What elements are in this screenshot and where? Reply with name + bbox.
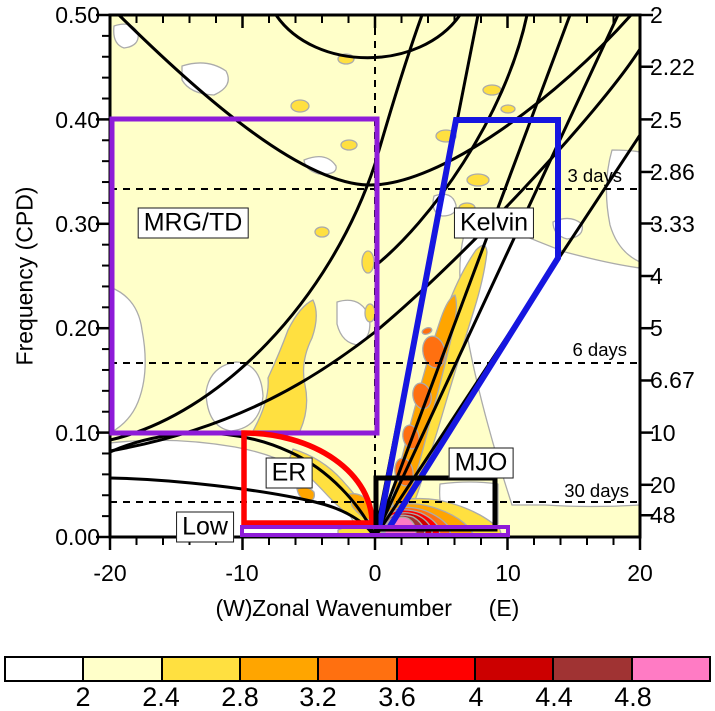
colorbar-label-3.2: 3.2 [299,682,337,711]
period-tick-2.86: 2.86 [650,159,695,185]
colorbar-cell-2.8 [238,658,318,680]
er-h8-curve [110,476,376,537]
kelvin-filter-polygon [375,117,561,531]
period-tick-48: 48 [650,502,676,528]
eig-h25-curve [374,15,529,268]
mjo-region-label: MJO [448,447,514,479]
colorbar-cell-over-4.8 [630,658,709,680]
colorbar-cell-2 [82,658,161,680]
axis-ticks [96,13,653,550]
y-tick-0.50: 0.50 [55,2,100,28]
contour-field [110,15,640,537]
spectrum-plot [96,13,653,550]
er-filter-outline [241,430,375,526]
colorbar-cell-3.6 [395,658,474,680]
colorbar-label-2.8: 2.8 [221,682,259,711]
colorbar-label-2.4: 2.4 [142,682,180,711]
y-tick-0.40: 0.40 [55,107,100,133]
colorbar-label-3.6: 3.6 [378,682,416,711]
low-region-label: Low [176,511,234,543]
low-filter-bar [240,525,510,537]
period-tick-2.5: 2.5 [650,107,682,133]
period-tick-6.67: 6.67 [650,367,695,393]
y-tick-0.00: 0.00 [55,524,100,550]
label-3-days: 3 days [567,165,622,186]
kelvin-h12-line [373,15,620,537]
x-tick-10: 10 [495,560,521,586]
kelvin-h25-line [373,15,572,537]
kelvin-region-label: Kelvin [453,207,535,239]
colorbar-label-4: 4 [468,682,484,711]
label-30-days: 30 days [564,480,629,501]
mrgtd-region-label: MRG/TD [137,207,249,239]
colorbar [4,656,711,682]
colorbar-cell-4.4 [552,658,631,680]
period-tick-4: 4 [650,263,663,289]
colorbar-cell-under-2 [6,658,83,680]
x-axis-title: Zonal Wavenumber [252,595,452,621]
period-tick-5: 5 [650,315,663,341]
x-tick-0: 0 [368,560,382,586]
dispersion-curves [110,15,640,537]
colorbar-cell-3.2 [317,658,396,680]
y-tick-0.10: 0.10 [55,420,100,446]
y-tick-0.30: 0.30 [55,211,100,237]
period-tick-2.22: 2.22 [650,54,695,80]
x-tick--20: -20 [93,560,127,586]
colorbar-label-4.8: 4.8 [614,682,652,711]
period-tick-20: 20 [650,472,676,498]
period-tick-3.33: 3.33 [650,211,695,237]
period-tick-2: 2 [650,2,663,28]
x-axis-east-label: (E) [488,595,520,621]
x-axis-west-label: (W) [215,595,253,621]
er-region-label: ER [265,457,313,489]
colorbar-label-4.4: 4.4 [535,682,573,711]
x-tick--10: -10 [225,560,259,586]
colorbar-label-2: 2 [75,682,91,711]
x-tick-20: 20 [627,560,653,586]
colorbar-cell-2.4 [160,658,239,680]
label-6-days: 6 days [572,339,627,360]
mrg-h90-curve [110,15,424,442]
er-h90-curve [110,431,376,535]
y-tick-0.20: 0.20 [55,315,100,341]
colorbar-cell-4 [473,658,553,680]
ig-n1-h25-curve [274,15,462,60]
period-tick-10: 10 [650,420,676,446]
